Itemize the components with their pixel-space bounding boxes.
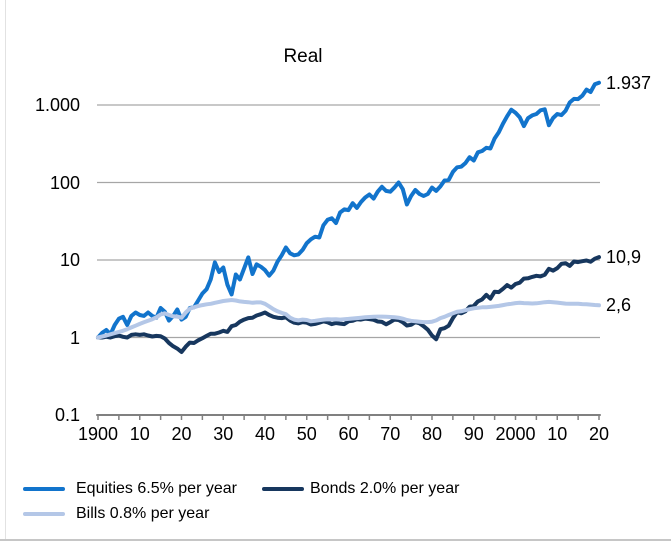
window-left-edge	[5, 0, 6, 541]
chart-plot-area: 1.000 100 10 1 0.1 1900 10 20 30 40 50 60 70 80 90 2000…	[34, 80, 610, 444]
equities-end-value-label: 1.937	[606, 73, 652, 93]
bills-legend-swatch	[23, 512, 65, 516]
equities-legend-swatch	[23, 487, 65, 491]
window-bottom-edge	[0, 539, 671, 541]
x-axis-label: 50	[296, 424, 317, 444]
bills-end-value-label: 2,6	[606, 295, 632, 315]
bonds-legend-swatch	[262, 487, 304, 491]
bills-legend-label: Bills 0.8% per year	[76, 505, 210, 522]
x-axis-label: 90	[463, 424, 484, 444]
bonds-end-value-label: 10,9	[606, 247, 642, 267]
x-axis-label: 30	[213, 424, 234, 444]
x-axis-label: 20	[588, 424, 610, 444]
x-axis-label: 80	[421, 424, 443, 444]
x-axis-label: 1900	[77, 424, 119, 444]
chart-canvas	[96, 80, 601, 420]
y-axis-label: 1.000	[34, 95, 80, 115]
y-axis-label: 0.1	[54, 405, 80, 425]
x-axis-label: 70	[380, 424, 401, 444]
y-axis-label: 10	[59, 250, 80, 270]
x-axis-label: 60	[338, 424, 359, 444]
equities-legend-label: Equities 6.5% per year	[76, 480, 237, 497]
bonds-legend-label: Bonds 2.0% per year	[310, 480, 460, 497]
x-axis-label: 10	[547, 424, 568, 444]
x-axis-label: 40	[254, 424, 276, 444]
y-axis-label: 1	[69, 327, 80, 348]
bills-line	[96, 298, 601, 340]
x-axis-label: 10	[129, 424, 150, 444]
x-axis-label: 20	[171, 424, 192, 444]
y-axis-label: 100	[49, 172, 80, 193]
chart-title: Real	[283, 46, 323, 67]
bonds-line	[96, 255, 601, 354]
equities-line	[96, 80, 601, 340]
x-axis-label: 2000	[495, 424, 536, 444]
